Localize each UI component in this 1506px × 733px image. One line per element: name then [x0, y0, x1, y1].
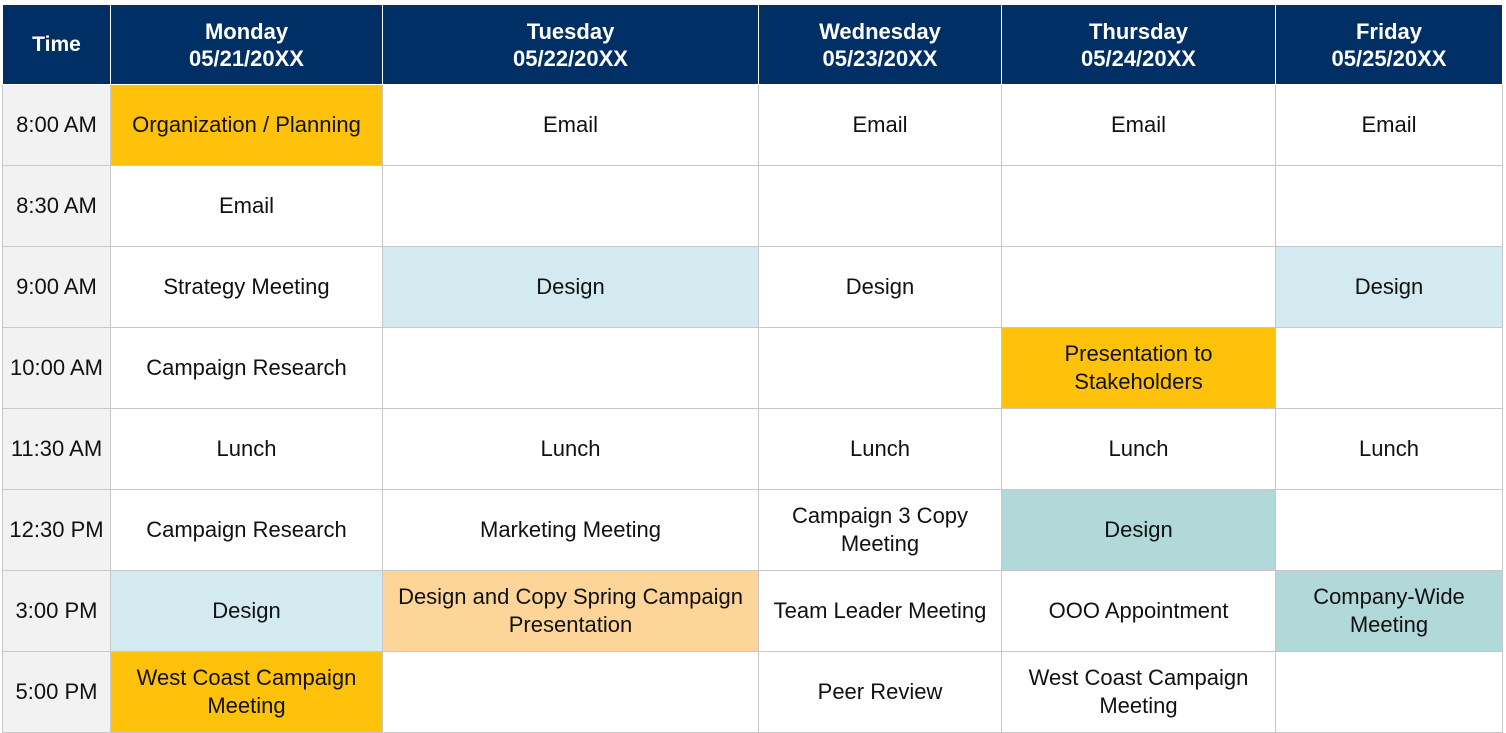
event-cell-thursday: Lunch [1001, 408, 1276, 490]
day-date: 05/21/20XX [189, 45, 304, 71]
event-cell-thursday [1001, 165, 1276, 247]
event-cell-friday [1275, 651, 1503, 733]
day-header-thursday: Thursday 05/24/20XX [1001, 4, 1276, 85]
day-name: Wednesday [819, 18, 941, 44]
event-cell-friday [1275, 327, 1503, 409]
event-cell-friday [1275, 489, 1503, 571]
event-cell-wednesday [758, 165, 1002, 247]
day-name: Monday [204, 18, 289, 44]
event-cell-monday: Email [110, 165, 383, 247]
day-date: 05/25/20XX [1331, 45, 1447, 71]
event-cell-friday: Email [1275, 84, 1503, 166]
event-cell-tuesday: Email [382, 84, 759, 166]
event-cell-wednesday: Design [758, 246, 1002, 328]
event-cell-monday: Campaign Research [110, 489, 383, 571]
day-date: 05/23/20XX [822, 45, 938, 71]
time-slot-label: 12:30 PM [2, 489, 111, 571]
event-cell-thursday: Email [1001, 84, 1276, 166]
day-date: 05/24/20XX [1081, 45, 1196, 71]
schedule-body: 8:00 AM Organization / Planning Email Email… [2, 84, 1503, 733]
event-cell-tuesday [382, 165, 759, 247]
event-cell-thursday: Design [1001, 489, 1276, 571]
schedule-row: 8:30 AM Email [2, 165, 1503, 247]
day-name: Tuesday [526, 18, 615, 44]
time-slot-label: 8:00 AM [2, 84, 111, 166]
day-header-tuesday: Tuesday 05/22/20XX [382, 4, 759, 85]
event-cell-wednesday: Team Leader Meeting [758, 570, 1002, 652]
weekly-schedule-table: Time Monday 05/21/20XX Tuesday 05/22/20XX … [2, 4, 1503, 733]
event-cell-monday: Lunch [110, 408, 383, 490]
event-cell-monday: Strategy Meeting [110, 246, 383, 328]
event-cell-monday: Campaign Research [110, 327, 383, 409]
event-cell-wednesday [758, 327, 1002, 409]
event-cell-tuesday: Marketing Meeting [382, 489, 759, 571]
day-header-friday: Friday 05/25/20XX [1275, 4, 1503, 85]
schedule-row: 10:00 AM Campaign Research Presentation to… [2, 327, 1503, 409]
day-date: 05/22/20XX [513, 45, 628, 71]
event-cell-thursday [1001, 246, 1276, 328]
schedule-row: 11:30 AM Lunch Lunch Lunch Lunch Lunch [2, 408, 1503, 490]
schedule-row: 3:00 PM Design Design and Copy Spring Camp… [2, 570, 1503, 652]
event-cell-wednesday: Lunch [758, 408, 1002, 490]
time-slot-label: 5:00 PM [2, 651, 111, 733]
time-slot-label: 9:00 AM [2, 246, 111, 328]
event-cell-wednesday: Campaign 3 Copy Meeting [758, 489, 1002, 571]
time-slot-label: 11:30 AM [2, 408, 111, 490]
event-cell-friday: Design [1275, 246, 1503, 328]
event-cell-friday [1275, 165, 1503, 247]
schedule-row: 12:30 PM Campaign Research Marketing Meeti… [2, 489, 1503, 571]
event-cell-thursday: Presentation to Stakeholders [1001, 327, 1276, 409]
day-name: Friday [1355, 18, 1423, 44]
event-cell-friday: Lunch [1275, 408, 1503, 490]
event-cell-monday: Organization / Planning [110, 84, 383, 166]
event-cell-monday: Design [110, 570, 383, 652]
event-cell-tuesday [382, 327, 759, 409]
event-cell-wednesday: Peer Review [758, 651, 1002, 733]
time-slot-label: 3:00 PM [2, 570, 111, 652]
event-cell-tuesday: Design and Copy Spring Campaign Presenta… [382, 570, 759, 652]
event-cell-tuesday [382, 651, 759, 733]
event-cell-monday: West Coast Campaign Meeting [110, 651, 383, 733]
event-cell-thursday: OOO Appointment [1001, 570, 1276, 652]
event-cell-tuesday: Lunch [382, 408, 759, 490]
event-cell-friday: Company-Wide Meeting [1275, 570, 1503, 652]
time-slot-label: 10:00 AM [2, 327, 111, 409]
header-row: Time Monday 05/21/20XX Tuesday 05/22/20XX … [2, 4, 1503, 85]
day-header-monday: Monday 05/21/20XX [110, 4, 383, 85]
schedule-row: 8:00 AM Organization / Planning Email Email… [2, 84, 1503, 166]
event-cell-thursday: West Coast Campaign Meeting [1001, 651, 1276, 733]
schedule-row: 9:00 AM Strategy Meeting Design Design Desig… [2, 246, 1503, 328]
event-cell-tuesday: Design [382, 246, 759, 328]
day-name: Thursday [1088, 18, 1189, 44]
day-header-wednesday: Wednesday 05/23/20XX [758, 4, 1002, 85]
time-slot-label: 8:30 AM [2, 165, 111, 247]
schedule-row: 5:00 PM West Coast Campaign Meeting Peer R… [2, 651, 1503, 733]
event-cell-wednesday: Email [758, 84, 1002, 166]
time-column-header: Time [2, 4, 111, 85]
